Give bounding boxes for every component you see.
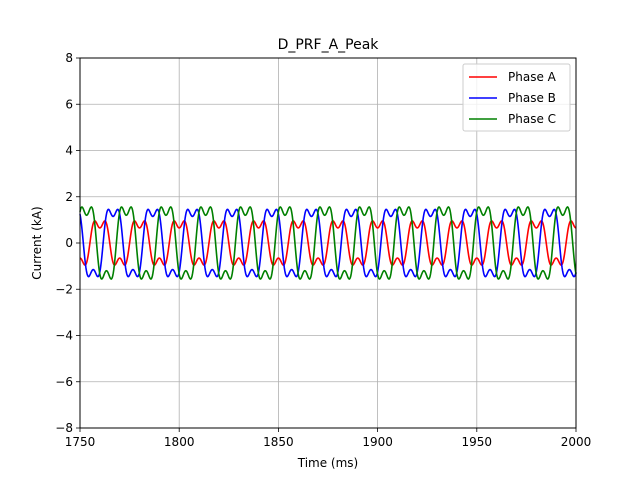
y-axis-ticks: −8 −6 −4 −2 0 2 4 6 8	[55, 51, 80, 435]
x-axis-ticks: 1750 1800 1850 1900 1950 2000	[65, 428, 592, 449]
y-tick-label: −6	[55, 375, 73, 389]
x-tick-label: 1850	[263, 435, 294, 449]
y-tick-label: −2	[55, 282, 73, 296]
x-tick-label: 1950	[462, 435, 493, 449]
legend-label: Phase A	[508, 70, 557, 84]
x-tick-label: 1800	[164, 435, 195, 449]
x-tick-label: 1900	[362, 435, 393, 449]
series-lines	[79, 206, 577, 280]
x-axis-label: Time (ms)	[297, 456, 359, 470]
y-tick-label: 4	[65, 144, 73, 158]
y-tick-label: −8	[55, 421, 73, 435]
y-tick-label: 0	[65, 236, 73, 250]
legend: Phase A Phase B Phase C	[462, 63, 571, 132]
x-tick-label: 1750	[65, 435, 96, 449]
series-line-2	[79, 208, 577, 278]
y-tick-label: −4	[55, 329, 73, 343]
y-tick-label: 2	[65, 190, 73, 204]
legend-frame	[462, 63, 571, 132]
y-tick-label: 8	[65, 51, 73, 65]
x-tick-label: 2000	[561, 435, 592, 449]
series-line-1	[79, 220, 577, 266]
chart-title: D_PRF_A_Peak	[278, 37, 380, 53]
legend-label: Phase C	[508, 112, 556, 126]
series-line-3	[79, 206, 577, 280]
y-tick-label: 6	[65, 97, 73, 111]
y-axis-label: Current (kA)	[30, 206, 44, 279]
legend-label: Phase B	[508, 91, 556, 105]
